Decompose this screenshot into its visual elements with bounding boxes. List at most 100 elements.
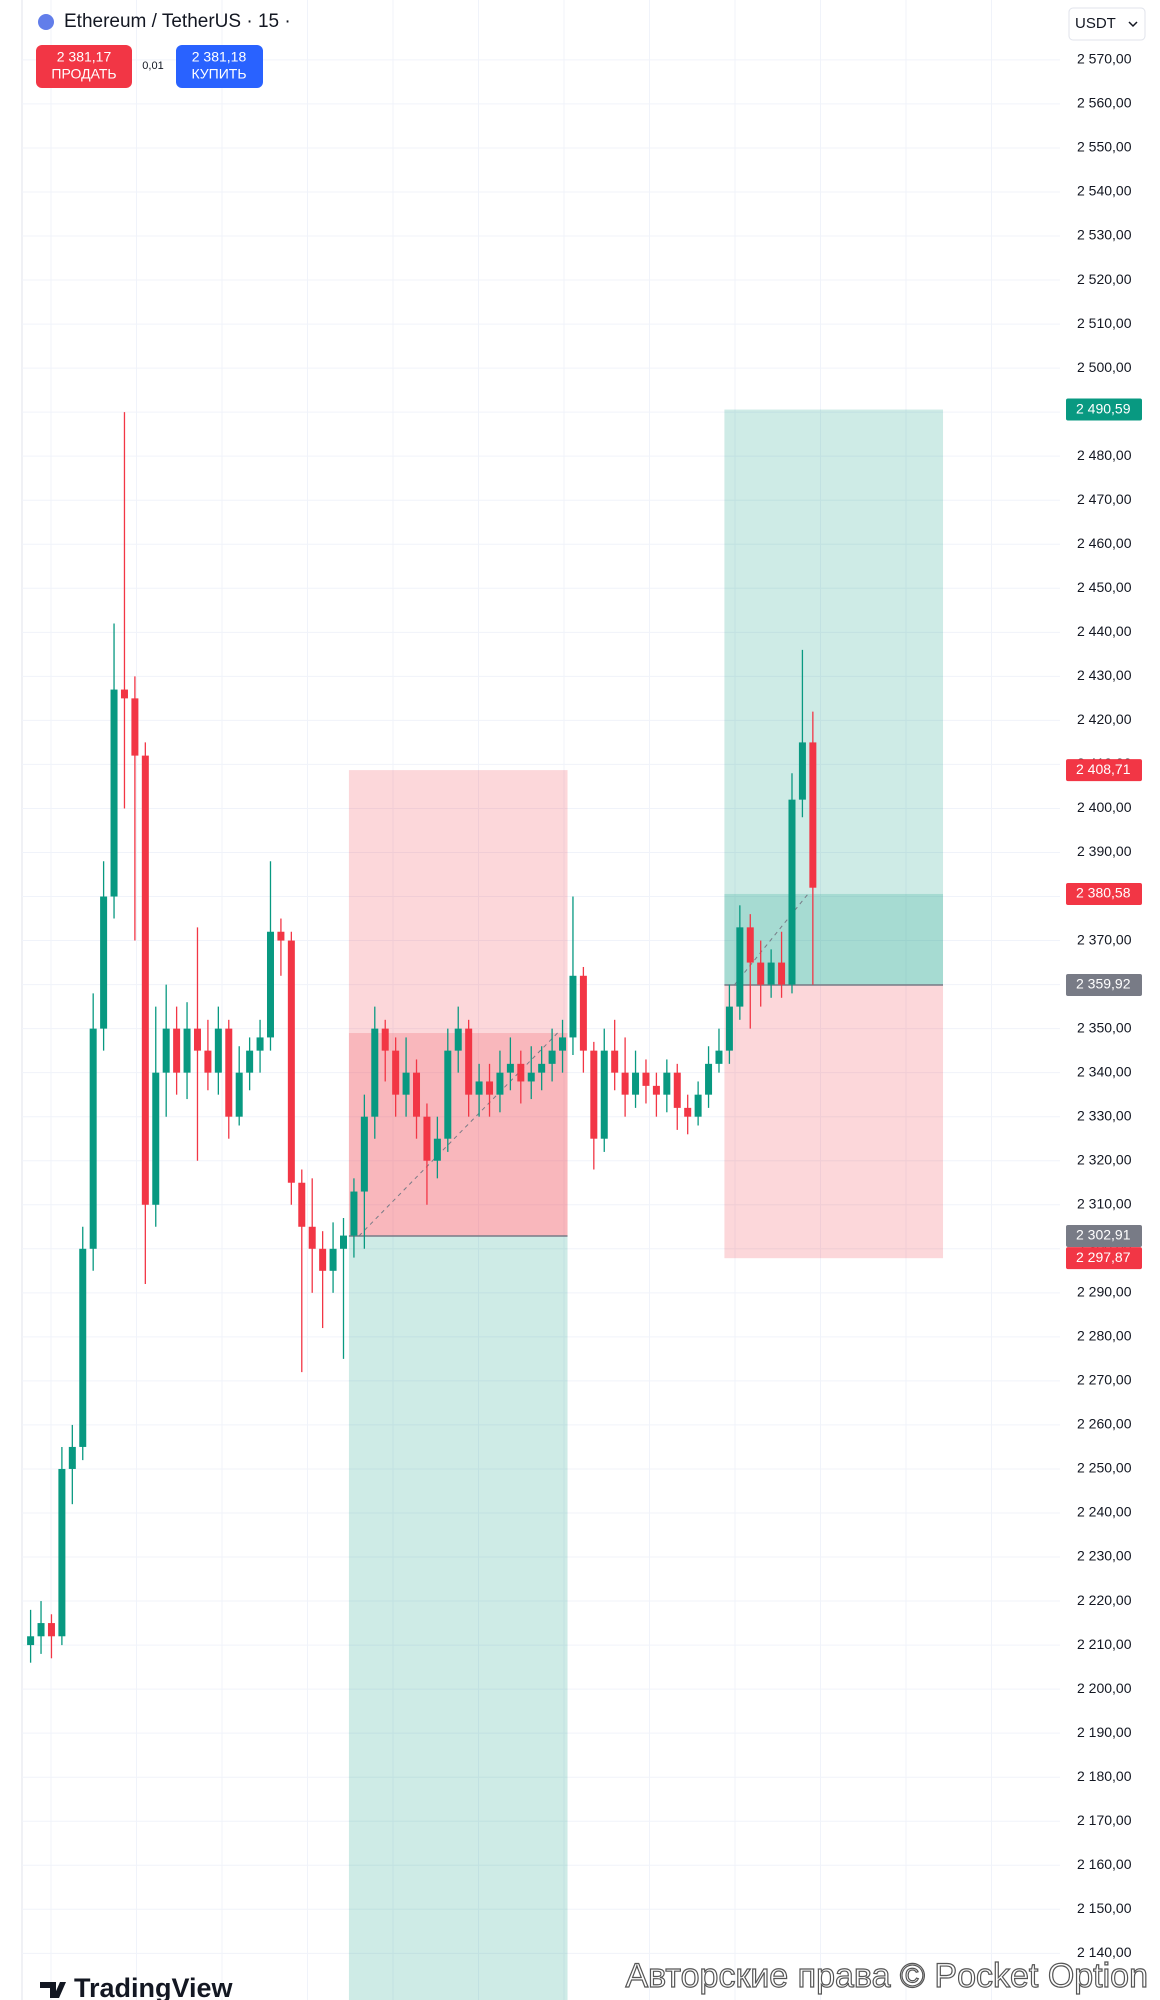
candle-body <box>778 962 786 985</box>
y-tick-label: 2 290,00 <box>1077 1284 1132 1300</box>
candle-body <box>27 1636 35 1646</box>
y-tick-label: 2 560,00 <box>1077 95 1132 111</box>
candle-body <box>632 1072 640 1095</box>
footer: TradingView Авторские права © Pocket Opt… <box>40 1956 1149 2000</box>
y-tick-label: 2 350,00 <box>1077 1019 1132 1035</box>
candle-body <box>621 1072 629 1095</box>
candle-body <box>37 1623 45 1637</box>
candle-body <box>600 1050 608 1139</box>
buy-button[interactable] <box>176 45 263 88</box>
price-tag-label: 2 297,87 <box>1076 1249 1131 1265</box>
target-zone <box>348 1235 568 2000</box>
price-tag-label: 2 490,59 <box>1076 400 1131 416</box>
logo: TradingView <box>74 1973 234 2000</box>
y-tick-label: 2 500,00 <box>1077 359 1132 375</box>
y-tick-label: 2 280,00 <box>1077 1328 1132 1344</box>
candle-body <box>433 1138 441 1161</box>
candle-body <box>329 1248 337 1271</box>
candle-body <box>120 689 128 699</box>
stop-zone <box>348 770 568 1236</box>
y-tick-label: 2 430,00 <box>1077 667 1132 683</box>
candle-body <box>256 1037 264 1051</box>
sell-price[interactable]: 2 381,17 <box>57 49 112 65</box>
currency[interactable]: USDT <box>1075 15 1116 32</box>
candle-body <box>527 1072 535 1082</box>
y-tick-label: 2 370,00 <box>1077 931 1132 947</box>
y-tick-label: 2 450,00 <box>1077 579 1132 595</box>
y-tick-label: 2 190,00 <box>1077 1724 1132 1740</box>
candle-body <box>579 975 587 1051</box>
candle-body <box>100 896 108 1029</box>
candle-body <box>340 1235 347 1249</box>
y-tick-label: 2 230,00 <box>1077 1548 1132 1564</box>
y-tick-label: 2 400,00 <box>1077 799 1132 815</box>
y-tick-label: 2 440,00 <box>1077 623 1132 639</box>
candle-body <box>652 1085 660 1095</box>
candle-body <box>287 940 295 1183</box>
dropdown-arrow <box>1128 21 1138 28</box>
candle-body <box>486 1081 494 1095</box>
currency-box[interactable] <box>1068 7 1146 41</box>
candle-body <box>705 1063 713 1095</box>
candle-body <box>402 1072 410 1095</box>
buy-label[interactable]: КУПИТЬ <box>191 66 246 82</box>
y-tick-label: 2 330,00 <box>1077 1107 1132 1123</box>
y-tick-label: 2 510,00 <box>1077 315 1132 331</box>
candle-body <box>767 962 775 985</box>
candle-body <box>798 742 806 800</box>
y-tick-label: 2 340,00 <box>1077 1063 1132 1079</box>
price-tag <box>1066 759 1142 782</box>
price-tag-label: 2 302,91 <box>1076 1227 1131 1243</box>
symbol-icon <box>38 14 54 30</box>
y-tick-label: 2 520,00 <box>1077 271 1132 287</box>
candle-body <box>204 1050 212 1073</box>
candle-body <box>392 1050 400 1095</box>
candle-body <box>559 1037 567 1051</box>
header: Ethereum / TetherUS · 15 · 2 381,17 ПРОД… <box>36 7 1146 88</box>
watermark: Авторские права © Pocket Option <box>625 1957 1148 1995</box>
logo-icon <box>40 1982 66 1998</box>
candle-body <box>506 1063 514 1073</box>
candle-body <box>131 698 139 756</box>
buy-price[interactable]: 2 381,18 <box>192 49 247 65</box>
candle-body <box>381 1028 389 1051</box>
price-tag <box>1066 1247 1142 1270</box>
y-tick-label: 2 320,00 <box>1077 1151 1132 1167</box>
y-tick-label: 2 570,00 <box>1077 51 1132 67</box>
stop-zone <box>724 984 944 1259</box>
candle-body <box>673 1072 681 1108</box>
y-tick-label: 2 420,00 <box>1077 711 1132 727</box>
sell-button[interactable] <box>36 45 132 88</box>
y-tick-label: 2 390,00 <box>1077 843 1132 859</box>
spread: 0,01 <box>142 60 163 72</box>
candle-body <box>319 1248 327 1271</box>
candle-body <box>371 1028 379 1117</box>
candle-body <box>110 689 118 897</box>
candle-body <box>757 962 765 985</box>
candle-body <box>694 1094 702 1117</box>
y-tick-label: 2 150,00 <box>1077 1900 1132 1916</box>
candle-body <box>350 1191 358 1236</box>
candle-body <box>496 1072 504 1095</box>
candle-body <box>736 927 744 1007</box>
candle-body <box>725 1006 733 1051</box>
y-tick-label: 2 550,00 <box>1077 139 1132 155</box>
y-tick-label: 2 530,00 <box>1077 227 1132 243</box>
candle-body <box>413 1072 421 1117</box>
candle-body <box>715 1050 723 1064</box>
y-tick-label: 2 310,00 <box>1077 1195 1132 1211</box>
candle-body <box>809 742 817 888</box>
candle-body <box>548 1050 556 1064</box>
trade-path <box>734 893 809 986</box>
candle-body <box>684 1107 692 1117</box>
target-zone <box>724 409 944 985</box>
candle-body <box>360 1116 368 1192</box>
candle-body <box>246 1050 254 1073</box>
y-tick-label: 2 160,00 <box>1077 1856 1132 1872</box>
sell-label[interactable]: ПРОДАТЬ <box>51 66 116 82</box>
candle-body <box>162 1028 170 1073</box>
price-tag <box>1066 1224 1142 1247</box>
y-tick-label: 2 250,00 <box>1077 1460 1132 1476</box>
price-tag-label: 2 380,58 <box>1076 885 1131 901</box>
